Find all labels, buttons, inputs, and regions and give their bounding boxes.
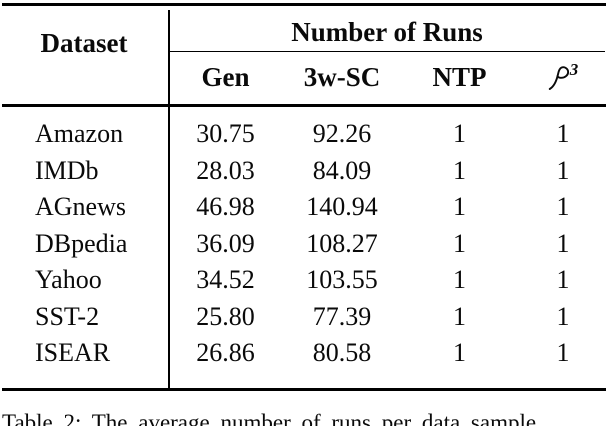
cell-3w-sc: 103.55 (306, 265, 378, 295)
group-header-underline (168, 50, 605, 52)
cell-3w-sc: 77.39 (312, 301, 372, 331)
dataset-column-header: Dataset (40, 28, 128, 58)
cell-3w-sc: 108.27 (306, 228, 378, 258)
cell-ntp: 1 (453, 338, 466, 368)
row-dataset-name: Yahoo (35, 265, 102, 295)
cell-p3: 1 (556, 192, 570, 222)
cell-ntp: 1 (453, 301, 466, 331)
table-caption: Table 2: The average number of runs per … (2, 410, 537, 426)
cell-p3: 1 (556, 155, 570, 185)
table-body: Amazon 30.75 92.26 1 1 IMDb 28.03 84.09 … (0, 116, 608, 372)
cell-ntp: 1 (453, 265, 466, 295)
number-of-runs-group-header: Number of Runs (291, 17, 483, 47)
cell-3w-sc: 140.94 (306, 192, 378, 222)
cell-p3: 1 (556, 119, 570, 149)
column-header-ntp: NTP (432, 62, 487, 92)
table-bottom-rule (2, 388, 606, 391)
column-header-3w-sc: 3w-SC (303, 62, 381, 92)
column-header-p3: 3 (518, 60, 608, 93)
p3-superscript: 3 (569, 60, 579, 79)
method-column-headers: Gen 3w-SC NTP 3 (168, 60, 608, 93)
row-dataset-name: AGnews (35, 192, 126, 222)
cell-3w-sc: 80.58 (312, 338, 372, 368)
script-p-icon (548, 66, 569, 90)
column-header-gen: Gen (201, 62, 250, 92)
cell-gen: 34.52 (196, 265, 255, 295)
cell-ntp: 1 (453, 119, 466, 149)
cell-3w-sc: 92.26 (312, 119, 372, 149)
cell-gen: 26.86 (196, 338, 255, 368)
cell-p3: 1 (556, 228, 570, 258)
cell-ntp: 1 (453, 155, 466, 185)
row-dataset-name: ISEAR (35, 338, 111, 368)
cell-gen: 46.98 (196, 192, 255, 222)
cell-ntp: 1 (453, 192, 466, 222)
cell-p3: 1 (556, 301, 570, 331)
header-body-rule (2, 104, 606, 107)
cell-ntp: 1 (453, 228, 466, 258)
cell-gen: 25.80 (196, 301, 255, 331)
row-dataset-name: DBpedia (35, 228, 128, 258)
cell-p3: 1 (556, 338, 570, 368)
cell-3w-sc: 84.09 (312, 155, 372, 185)
row-dataset-name: Amazon (35, 119, 124, 149)
table-top-rule (2, 3, 606, 6)
cell-gen: 30.75 (196, 119, 255, 149)
row-dataset-name: SST-2 (35, 301, 100, 331)
column-divider-rule (168, 10, 170, 389)
cell-gen: 28.03 (196, 155, 255, 185)
cell-gen: 36.09 (196, 228, 255, 258)
cell-p3: 1 (556, 265, 570, 295)
row-dataset-name: IMDb (35, 155, 99, 185)
